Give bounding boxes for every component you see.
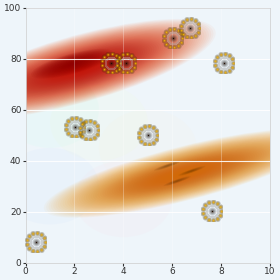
Ellipse shape [50, 84, 148, 161]
Ellipse shape [182, 167, 202, 174]
Ellipse shape [38, 54, 120, 84]
Ellipse shape [59, 61, 100, 76]
Ellipse shape [172, 179, 182, 183]
Ellipse shape [75, 67, 84, 71]
Ellipse shape [66, 62, 78, 66]
Ellipse shape [58, 59, 86, 69]
Ellipse shape [180, 172, 189, 175]
Ellipse shape [1, 71, 99, 148]
Ellipse shape [156, 165, 213, 182]
Ellipse shape [178, 171, 192, 176]
Ellipse shape [168, 168, 201, 179]
Ellipse shape [178, 166, 205, 176]
Ellipse shape [45, 56, 113, 81]
Ellipse shape [173, 170, 196, 177]
Ellipse shape [182, 173, 187, 174]
Ellipse shape [99, 110, 197, 186]
Ellipse shape [152, 163, 217, 184]
Ellipse shape [1, 148, 99, 224]
Ellipse shape [33, 50, 111, 78]
Ellipse shape [57, 60, 102, 77]
Ellipse shape [45, 54, 99, 74]
Ellipse shape [61, 62, 97, 76]
Ellipse shape [142, 160, 227, 187]
Ellipse shape [54, 60, 104, 78]
Ellipse shape [187, 169, 197, 173]
Ellipse shape [180, 167, 204, 175]
Ellipse shape [35, 50, 109, 77]
Ellipse shape [183, 168, 200, 174]
Ellipse shape [145, 161, 224, 186]
Ellipse shape [159, 163, 176, 169]
Ellipse shape [166, 167, 203, 179]
Ellipse shape [66, 64, 93, 74]
Ellipse shape [60, 59, 84, 68]
Ellipse shape [188, 170, 195, 172]
Ellipse shape [68, 65, 91, 73]
Ellipse shape [56, 58, 88, 70]
Ellipse shape [167, 177, 187, 185]
Ellipse shape [190, 170, 193, 171]
Ellipse shape [43, 53, 101, 74]
Ellipse shape [50, 55, 95, 72]
Ellipse shape [54, 57, 90, 71]
Ellipse shape [62, 60, 82, 67]
Ellipse shape [149, 162, 220, 185]
Ellipse shape [48, 57, 111, 81]
Ellipse shape [43, 55, 116, 82]
Ellipse shape [164, 165, 171, 167]
Ellipse shape [161, 166, 208, 181]
Ellipse shape [156, 162, 179, 170]
Ellipse shape [164, 167, 206, 180]
Ellipse shape [169, 178, 186, 184]
Ellipse shape [171, 179, 184, 183]
Ellipse shape [31, 49, 113, 79]
Ellipse shape [166, 165, 169, 166]
Ellipse shape [162, 164, 172, 168]
Ellipse shape [39, 52, 105, 76]
Ellipse shape [52, 59, 107, 79]
Ellipse shape [64, 61, 80, 67]
Ellipse shape [154, 164, 215, 183]
Ellipse shape [154, 161, 181, 171]
Ellipse shape [52, 56, 92, 71]
Ellipse shape [73, 66, 86, 71]
Ellipse shape [185, 168, 199, 173]
Ellipse shape [159, 165, 210, 181]
Ellipse shape [50, 58, 109, 80]
Ellipse shape [41, 53, 103, 75]
Ellipse shape [48, 55, 97, 73]
Ellipse shape [165, 177, 189, 185]
Ellipse shape [77, 68, 82, 70]
Ellipse shape [74, 161, 172, 237]
Ellipse shape [37, 51, 107, 76]
Ellipse shape [41, 55, 118, 83]
Ellipse shape [174, 180, 181, 182]
Ellipse shape [64, 63, 95, 75]
Ellipse shape [157, 162, 178, 169]
Ellipse shape [147, 162, 222, 185]
Ellipse shape [171, 169, 199, 178]
Ellipse shape [68, 62, 76, 65]
Ellipse shape [164, 176, 191, 186]
Ellipse shape [161, 163, 174, 168]
Ellipse shape [70, 63, 74, 64]
Ellipse shape [175, 171, 194, 176]
Ellipse shape [176, 180, 179, 182]
Ellipse shape [70, 66, 88, 72]
